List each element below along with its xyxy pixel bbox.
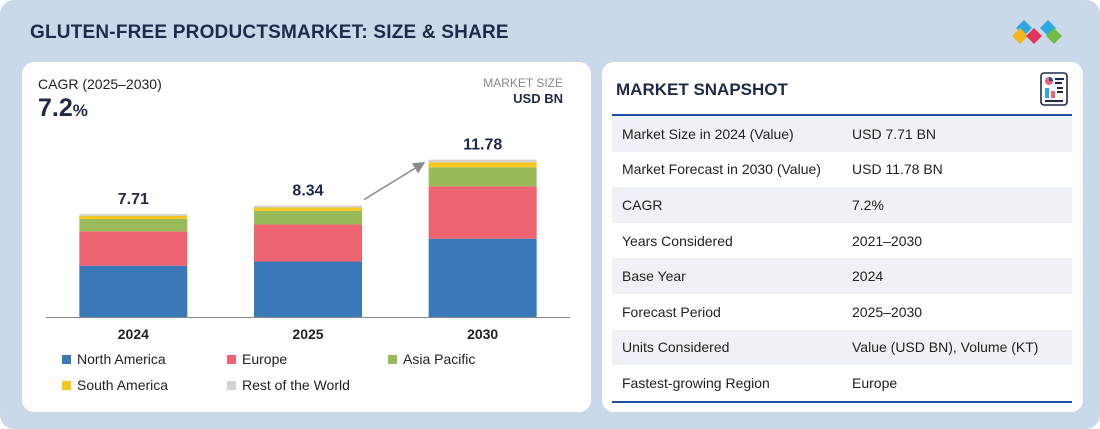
snapshot-value: 2021–2030	[852, 232, 923, 249]
bar-segment-asia-pacific-2030	[428, 167, 537, 187]
bar-segment-europe-2024	[79, 231, 188, 266]
snapshot-row: Years Considered 2021–2030	[612, 223, 1072, 259]
bar-segment-asia-pacific-2024	[79, 218, 188, 232]
brand-logo-icon	[1012, 20, 1062, 44]
snapshot-key: Fastest-growing Region	[622, 374, 770, 391]
market-size-unit: USD BN	[513, 91, 563, 106]
legend-item-asia-pacific: Asia Pacific	[388, 351, 475, 367]
snapshot-row: Base Year 2024	[612, 258, 1072, 294]
growth-arrow	[363, 162, 426, 201]
snapshot-key: Base Year	[622, 268, 686, 285]
snapshot-row: Market Size in 2024 (Value) USD 7.71 BN	[612, 116, 1072, 152]
snapshot-row: Forecast Period 2025–2030	[612, 294, 1072, 330]
snapshot-key: Market Size in 2024 (Value)	[622, 125, 794, 142]
market-size-label: MARKET SIZE	[483, 76, 563, 90]
cagr-unit: %	[72, 101, 88, 120]
bar-segment-north-america-2030	[428, 238, 537, 317]
legend-swatch-north-america	[62, 354, 71, 364]
snapshot-value: USD 7.71 BN	[852, 125, 937, 142]
snapshot-row: CAGR 7.2%	[612, 187, 1072, 223]
snapshot-value: 7.2%	[852, 196, 884, 213]
legend-item-europe: Europe	[227, 351, 287, 367]
legend-label-europe: Europe	[242, 351, 288, 367]
legend-swatch-asia-pacific	[388, 354, 397, 364]
legend-label-north-america: North America	[77, 351, 166, 367]
cagr-number: 7.2	[38, 94, 73, 122]
stacked-bar-chart: 7.71 2024 8.34 2025 11.78 2030	[46, 137, 570, 342]
legend-swatch-rest-of-world	[227, 380, 236, 390]
legend-swatch-south-america	[62, 380, 71, 390]
snapshot-row: Market Forecast in 2030 (Value) USD 11.78…	[612, 152, 1072, 188]
snapshot-key: Market Forecast in 2030 (Value)	[622, 161, 821, 178]
legend-item-north-america: North America	[62, 351, 166, 367]
snapshot-value: Value (USD BN), Volume (KT)	[852, 339, 1039, 356]
x-tick-label-2024: 2024	[118, 326, 149, 342]
snapshot-key: Forecast Period	[622, 303, 721, 320]
bar-total-label-2030: 11.78	[463, 137, 502, 154]
page-title: GLUTEN-FREE PRODUCTSMARKET: SIZE & SHARE	[30, 22, 509, 43]
cagr-label: CAGR (2025–2030)	[38, 76, 162, 92]
bar-segment-rest-of-the-world-2025	[254, 205, 362, 208]
snapshot-value: USD 11.78 BN	[852, 161, 943, 178]
snapshot-row: Fastest-growing Region Europe	[612, 365, 1072, 401]
report-document-icon	[1040, 72, 1068, 106]
x-tick-label-2030: 2030	[467, 326, 498, 342]
snapshot-value: 2025–2030	[852, 303, 923, 320]
snapshot-value: Europe	[852, 374, 898, 391]
bar-segment-rest-of-the-world-2030	[428, 159, 537, 163]
snapshot-key: Units Considered	[622, 339, 730, 356]
market-snapshot-card: MARKET SNAPSHOT Market Size in 2024 (Val…	[602, 62, 1083, 412]
x-tick-label-2025: 2025	[292, 326, 323, 342]
bar-segment-rest-of-the-world-2024	[79, 213, 188, 216]
snapshot-row: Units Considered Value (USD BN), Volume (…	[612, 329, 1072, 366]
bar-total-label-2024: 7.71	[118, 191, 149, 208]
legend-item-south-america: South America	[62, 377, 168, 393]
legend-item-rest-of-world: Rest of the World	[227, 377, 350, 393]
bar-segment-south-america-2024	[79, 215, 188, 219]
snapshot-key: Years Considered	[622, 232, 733, 249]
bar-segment-north-america-2024	[79, 265, 188, 317]
snapshot-title: MARKET SNAPSHOT	[616, 80, 788, 99]
bar-segment-south-america-2025	[254, 207, 362, 211]
bar-segment-north-america-2025	[254, 261, 362, 317]
legend-label-south-america: South America	[77, 377, 169, 393]
legend-swatch-europe	[227, 354, 236, 364]
bar-segment-europe-2025	[254, 224, 362, 262]
snapshot-key: CAGR	[622, 196, 663, 213]
market-size-card: CAGR (2025–2030) 7.2% MARKET SIZE USD BN…	[22, 62, 591, 412]
cagr-value: 7.2%	[38, 94, 88, 123]
bar-segment-asia-pacific-2025	[254, 210, 362, 225]
bar-segment-europe-2030	[428, 186, 537, 239]
bar-segment-south-america-2030	[428, 162, 537, 168]
bar-total-label-2025: 8.34	[292, 183, 323, 200]
legend-label-rest-of-world: Rest of the World	[242, 377, 350, 393]
snapshot-value: 2024	[852, 268, 884, 285]
legend-label-asia-pacific: Asia Pacific	[403, 351, 476, 367]
snapshot-table: Market Size in 2024 (Value) USD 7.71 BN M…	[612, 114, 1072, 403]
